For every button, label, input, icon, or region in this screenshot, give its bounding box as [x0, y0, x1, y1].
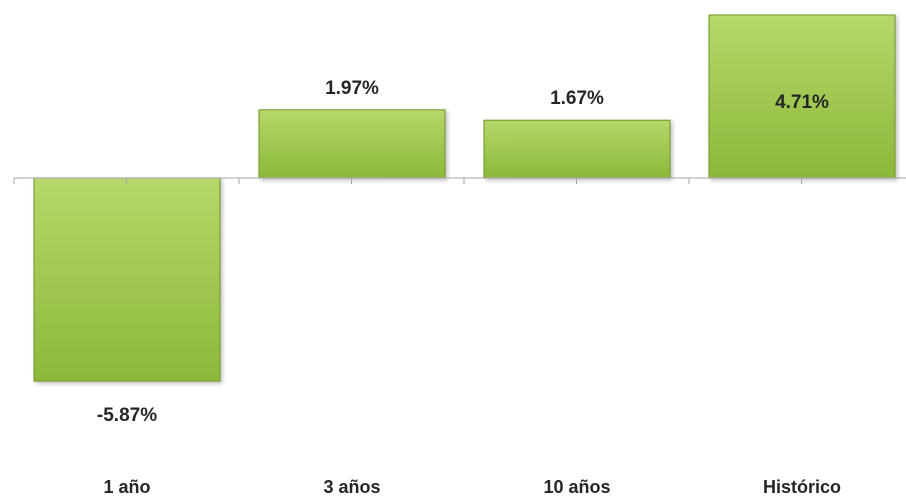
data-label-3: 1.67%: [550, 88, 604, 109]
data-label-4: 4.71%: [775, 92, 829, 113]
bar-3: [483, 119, 671, 179]
bar-4: [708, 14, 896, 179]
x-axis: [13, 177, 906, 184]
category-labels-layer: 1 año 3 años 10 años Histórico: [103, 477, 841, 497]
data-label-2: 1.97%: [325, 78, 379, 99]
category-label-4: Histórico: [763, 477, 841, 495]
data-labels-layer: -5.87% 1.97% 1.67% 4.71%: [97, 78, 829, 426]
bar-2: [258, 109, 446, 179]
category-label-3: 10 años: [543, 477, 610, 495]
data-label-1: -5.87%: [97, 405, 157, 426]
category-label-2: 3 años: [323, 477, 380, 495]
bar-1: [33, 177, 221, 382]
bars-layer: [33, 14, 896, 382]
category-label-1: 1 año: [103, 477, 150, 495]
